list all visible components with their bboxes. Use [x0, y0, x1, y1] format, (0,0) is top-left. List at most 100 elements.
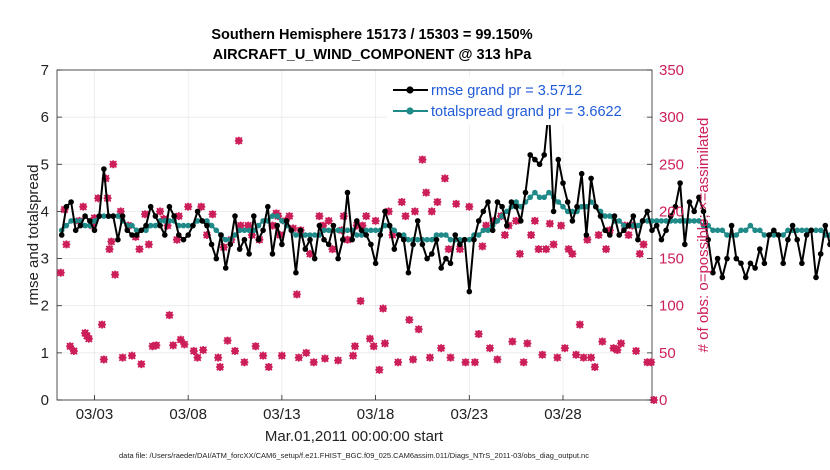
obs-marker — [485, 344, 494, 353]
data-point — [321, 236, 327, 243]
data-point — [180, 222, 187, 229]
data-point — [667, 213, 674, 219]
obs-marker — [189, 346, 198, 355]
data-point — [443, 232, 449, 238]
data-point — [780, 260, 786, 267]
obs-marker — [478, 242, 487, 251]
obs-assimilated-cross — [189, 346, 198, 355]
data-point — [649, 227, 655, 234]
obs-marker — [444, 245, 453, 254]
data-point — [700, 208, 707, 215]
y-tick-label: 7 — [41, 62, 49, 79]
data-point — [115, 236, 121, 243]
data-point — [630, 213, 637, 219]
data-point — [443, 255, 449, 262]
legend: rmse grand pr = 3.5712 totalspread grand… — [387, 77, 643, 125]
obs-marker — [169, 341, 178, 350]
obs-marker — [66, 342, 75, 351]
data-point — [82, 213, 88, 219]
obs-assimilated-cross — [440, 174, 449, 183]
obs-assimilated-cross — [214, 353, 223, 362]
data-point — [494, 199, 501, 205]
data-point — [386, 222, 393, 229]
obs-marker — [590, 363, 599, 371]
obs-marker — [127, 351, 136, 360]
data-point — [311, 255, 318, 262]
obs-marker — [362, 212, 371, 221]
data-point — [564, 199, 571, 205]
obs-assimilated-cross — [305, 249, 314, 258]
obs-marker — [418, 155, 427, 164]
data-point — [147, 203, 154, 210]
obs-assimilated-cross — [461, 358, 470, 367]
obs-assimilated-cross — [632, 346, 641, 355]
data-point — [354, 218, 360, 224]
data-point — [691, 218, 697, 224]
obs-assimilated-cross — [79, 202, 88, 211]
obs-marker — [401, 212, 410, 221]
obs-assimilated-cross — [384, 207, 393, 216]
data-point — [785, 236, 791, 243]
obs-marker — [152, 341, 161, 350]
obs-assimilated-cross — [264, 363, 273, 371]
data-point — [63, 222, 70, 229]
obs-marker — [613, 346, 622, 355]
obs-assimilated-cross — [111, 270, 120, 279]
data-point — [255, 222, 262, 229]
obs-assimilated-cross — [470, 358, 479, 367]
data-point — [691, 208, 697, 215]
obs-assimilated-cross — [169, 341, 178, 350]
obs-marker — [394, 358, 403, 367]
data-point — [157, 222, 163, 229]
obs-assimilated-cross — [234, 136, 243, 145]
obs-assimilated-cross — [277, 351, 286, 360]
data-point — [541, 194, 547, 201]
obs-marker — [309, 358, 318, 367]
data-point — [789, 222, 796, 229]
plot-frame — [56, 69, 653, 401]
data-point — [424, 236, 430, 243]
obs-assimilated-cross — [107, 237, 116, 246]
data-point — [162, 232, 168, 238]
data-point — [185, 222, 191, 229]
data-point — [724, 255, 730, 262]
obs-marker — [350, 342, 359, 351]
obs-marker — [84, 334, 93, 343]
obs-marker — [315, 212, 324, 221]
legend-spread-label: totalspread grand pr = 3.6622 — [431, 104, 622, 120]
data-point — [325, 227, 332, 234]
obs-marker — [500, 231, 509, 239]
data-point — [578, 203, 585, 210]
data-point — [588, 175, 594, 182]
data-point — [672, 218, 679, 224]
obs-assimilated-cross — [594, 231, 603, 239]
obs-marker — [440, 174, 449, 183]
obs-assimilated-cross — [409, 355, 418, 364]
data-point — [752, 227, 758, 234]
obs-assimilated-cross — [397, 198, 406, 206]
data-point — [794, 227, 800, 234]
data-point — [532, 189, 538, 196]
obs-marker — [647, 358, 656, 367]
obs-assimilated-cross — [285, 212, 294, 221]
obs-assimilated-cross — [236, 221, 245, 230]
data-point — [466, 236, 473, 243]
data-point — [602, 213, 608, 219]
data-point — [241, 236, 248, 243]
data-point — [391, 227, 398, 234]
data-point — [138, 227, 145, 234]
data-point — [663, 218, 669, 224]
obs-marker — [208, 210, 217, 219]
data-point — [218, 232, 224, 238]
data-point — [578, 170, 585, 177]
data-point — [635, 236, 641, 243]
obs-marker — [137, 360, 146, 369]
obs-marker — [397, 198, 406, 206]
obs-assimilated-cross — [452, 199, 461, 208]
obs-assimilated-cross — [575, 320, 584, 329]
data-point — [302, 246, 309, 252]
data-point — [335, 227, 341, 234]
obs-assimilated-cross — [602, 245, 611, 254]
obs-marker — [572, 350, 581, 359]
y-right-tick-label: 300 — [659, 109, 684, 126]
